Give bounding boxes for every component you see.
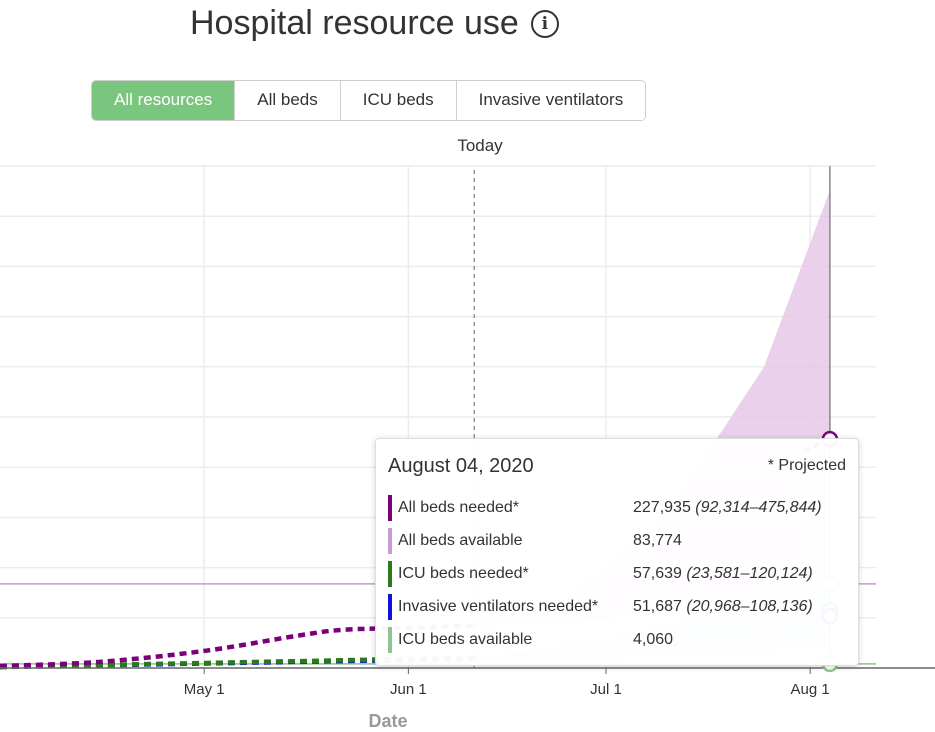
tooltip-row-value: 51,687 [633,598,682,615]
tooltip-row-value: 4,060 [633,631,674,648]
tooltip-row-label: ICU beds available [398,631,533,648]
tooltip-row-label: All beds needed* [398,499,519,516]
resource-tabs: All resources All beds ICU beds Invasive… [91,80,647,121]
info-icon[interactable]: i [530,9,559,38]
x-tick-label: Jul 1 [590,681,622,698]
tooltip-row-range: (92,314–475,844) [695,499,822,516]
x-axis-label: Date [368,711,407,731]
tooltip-row-all-beds-available: All beds available 83,774 [388,528,848,554]
x-tick-label: May 1 [184,681,225,698]
tooltip-row-label: ICU beds needed* [398,565,529,582]
legend-swatch [388,528,392,554]
tooltip-row-ventilators-needed: Invasive ventilators needed* 51,687 (20,… [388,594,848,620]
legend-swatch [388,495,392,521]
tooltip-row-label: All beds available [398,532,523,549]
chart-title: Hospital resource use i [190,4,559,43]
tab-all-beds[interactable]: All beds [235,81,341,120]
tooltip-date: August 04, 2020 [388,455,534,477]
legend-swatch [388,561,392,587]
tooltip-row-icu-beds-needed: ICU beds needed* 57,639 (23,581–120,124) [388,561,848,587]
tooltip-row-value: 57,639 [633,565,682,582]
tooltip-row-range: (23,581–120,124) [686,565,813,582]
tooltip-row-all-beds-needed: All beds needed* 227,935 (92,314–475,844… [388,495,848,521]
tooltip-row-label: Invasive ventilators needed* [398,598,599,615]
chart-title-text: Hospital resource use [190,4,519,42]
chart-tooltip: August 04, 2020 * Projected All beds nee… [375,438,859,666]
tooltip-row-icu-beds-available: ICU beds available 4,060 [388,627,848,653]
tooltip-row-value: 227,935 [633,499,691,516]
today-label: Today [457,136,503,155]
tooltip-row-range: (20,968–108,136) [686,598,813,615]
tab-invasive-ventilators[interactable]: Invasive ventilators [456,81,646,120]
tab-icu-beds[interactable]: ICU beds [340,81,457,120]
tab-all-resources[interactable]: All resources [92,81,236,120]
tooltip-row-value: 83,774 [633,532,682,549]
tooltip-projected-note: * Projected [767,457,846,474]
legend-swatch [388,627,392,653]
x-tick-label: Aug 1 [791,681,830,698]
legend-swatch [388,594,392,620]
x-tick-label: Jun 1 [390,681,427,698]
